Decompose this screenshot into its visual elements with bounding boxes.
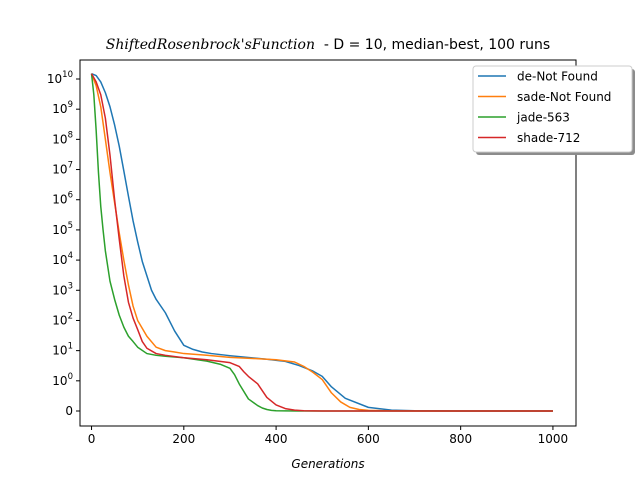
y-tick-exponent: 1 [68,342,73,352]
x-tick-label: 600 [357,432,380,446]
y-tick-base: 10 [52,223,67,237]
y-tick-base: 10 [52,102,67,116]
plot-area [79,59,577,427]
legend-label: sade-Not Found [517,90,611,104]
y-tick-exponent: 2 [68,311,73,321]
legend: de-Not Found sade-Not Found jade-563 shade-… [472,65,635,155]
y-tick-label: 0 [65,404,73,418]
y-tick-base: 10 [52,132,67,146]
chart-title-function: ShiftedRosenbrock'sFunction [106,37,315,53]
y-tick-exponent: 4 [68,251,73,261]
y-tick-exponent: 5 [68,221,73,231]
series-line-3 [90,73,553,412]
chart-title-details: - D = 10, median-best, 100 runs [315,37,550,53]
x-tick-label: 400 [265,432,288,446]
y-tick-base: 10 [52,193,67,207]
legend-label: shade-712 [517,131,580,145]
chart-title: ShiftedRosenbrock'sFunction - D = 10, me… [106,37,550,53]
y-tick-exponent: 8 [68,130,73,140]
y-tick-label: 1010 [47,70,73,86]
y-tick-base: 10 [52,344,67,358]
y-tick-base: 10 [52,163,67,177]
y-tick-label: 108 [52,130,73,146]
y-tick-label: 103 [52,281,73,297]
series-line-0 [91,72,553,412]
legend-box [472,65,633,153]
y-tick-exponent: 6 [68,191,73,201]
legend-label: jade-563 [516,111,570,125]
y-tick-exponent: 3 [68,281,73,291]
y-tick-base: 10 [47,72,62,86]
y-tick-base: 10 [52,313,67,327]
y-tick-base: 10 [52,374,67,388]
y-tick-base: 10 [52,283,67,297]
y-tick-label: 101 [52,342,73,358]
x-axis-label: Generations [291,457,364,471]
x-tick-label: 1000 [538,432,569,446]
x-tick-label: 0 [88,432,96,446]
y-tick-label: 105 [52,221,73,237]
y-tick-exponent: 10 [62,70,73,80]
x-tick-label: 800 [449,432,472,446]
x-axis: 0 200 400 600 800 1000 [88,426,568,446]
y-tick-base: 0 [65,404,73,418]
legend-label: de-Not Found [517,70,598,84]
y-tick-base: 10 [52,253,67,267]
axes-frame [79,59,577,427]
y-tick-exponent: 7 [68,161,73,171]
y-tick-label: 109 [52,100,73,116]
y-tick-label: 106 [52,191,73,207]
y-tick-exponent: 0 [68,372,73,382]
series-lines [90,72,553,412]
y-tick-label: 107 [52,161,73,177]
y-tick-exponent: 9 [68,100,73,110]
y-tick-label: 102 [52,311,73,327]
y-tick-label: 104 [52,251,73,267]
y-tick-label: 100 [52,372,73,388]
x-tick-label: 200 [172,432,195,446]
